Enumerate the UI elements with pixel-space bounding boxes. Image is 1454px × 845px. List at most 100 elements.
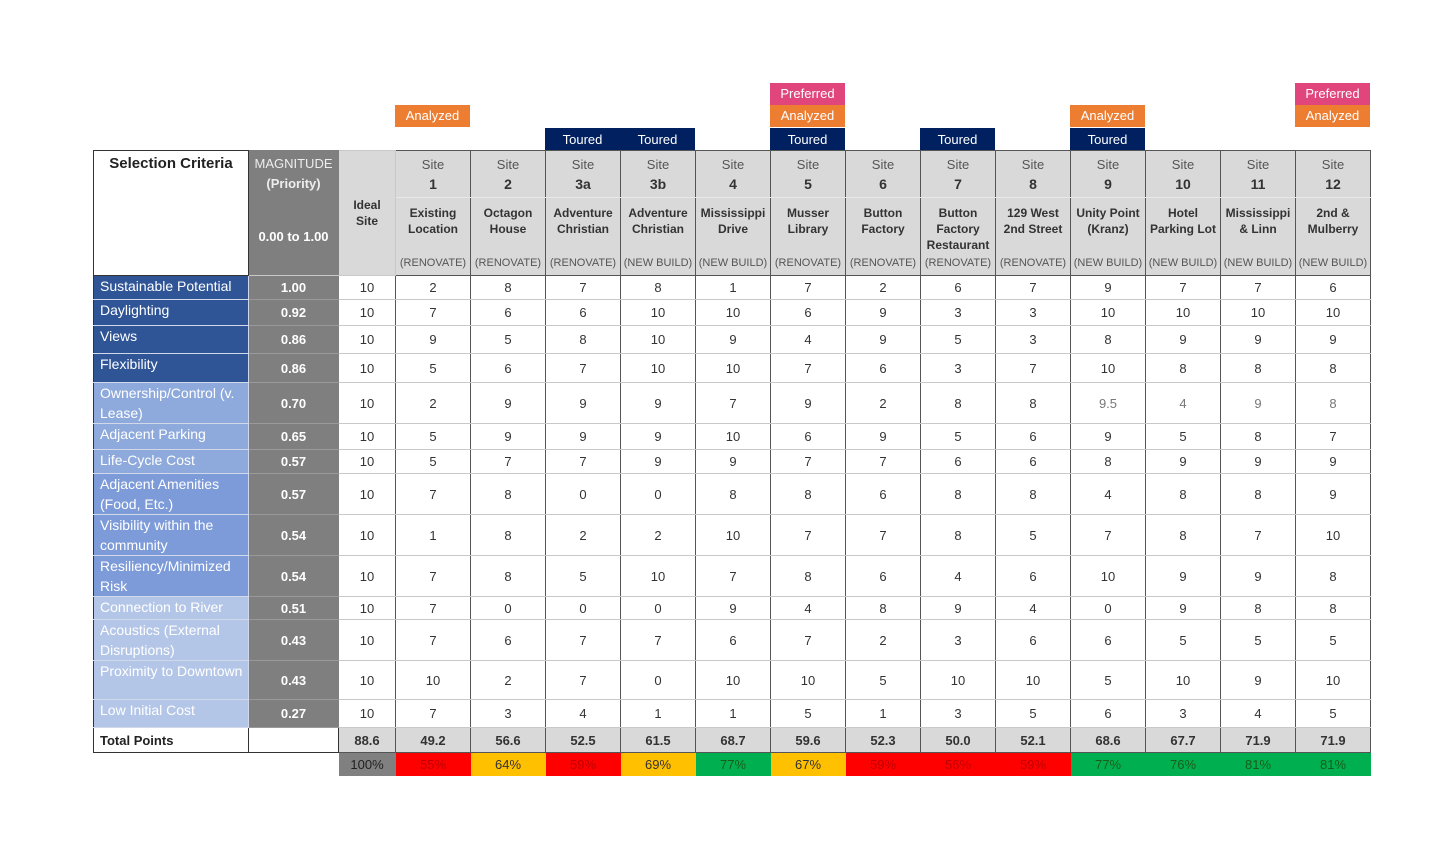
- site-percentage-red: 55%: [395, 752, 471, 776]
- site-score: 7: [695, 555, 771, 597]
- criteria-row: Views 0.86 10 9 5 8 10 9 4 9 5 3 8 9 9 9: [93, 325, 1371, 354]
- ideal-score: 10: [338, 299, 396, 326]
- site-score: 6: [845, 473, 921, 515]
- site-build-type: (NEW BUILD): [623, 257, 693, 269]
- site-score: 6: [845, 353, 921, 383]
- site-number: 7: [954, 176, 962, 192]
- site-score: 9: [1220, 660, 1296, 700]
- site-score: 8: [1070, 449, 1146, 474]
- site-score: 6: [845, 555, 921, 597]
- site-score: 7: [845, 514, 921, 556]
- site-score: 2: [545, 514, 621, 556]
- site-build-type: (NEW BUILD): [1223, 257, 1293, 269]
- site-score: 8: [1145, 473, 1221, 515]
- site-name-cell-2: Octagon House (RENOVATE): [470, 197, 546, 276]
- site-name-line: Mississippi: [1225, 206, 1291, 220]
- site-score: 9: [1145, 449, 1221, 474]
- site-name-line: Factory: [936, 222, 980, 236]
- site-name-line: (Kranz): [1087, 222, 1129, 236]
- site-score: 2: [845, 382, 921, 424]
- site-total: 59.6: [770, 727, 846, 753]
- magnitude-label: MAGNITUDE: [254, 156, 333, 171]
- site-name-cell-1: Existing Location (RENOVATE): [395, 197, 471, 276]
- site-score: 0: [1070, 596, 1146, 620]
- ideal-score: 10: [338, 596, 396, 620]
- site-name-line: Button: [938, 206, 978, 220]
- site-score: 3: [995, 325, 1071, 354]
- ideal-score: 10: [338, 555, 396, 597]
- site-total: 49.2: [395, 727, 471, 753]
- ideal-site-heading: Ideal Site: [338, 150, 396, 276]
- site-score: 1: [395, 514, 471, 556]
- site-score: 4: [920, 555, 996, 597]
- site-build-type: (RENOVATE): [924, 257, 992, 269]
- site-score: 7: [995, 353, 1071, 383]
- total-points-row: Total Points 88.6 49.2 56.6 52.5 61.5 68.7 59.6…: [93, 727, 1371, 753]
- site-name-line: Library: [787, 222, 829, 236]
- site-score: 8: [920, 473, 996, 515]
- site-score: 2: [470, 660, 546, 700]
- site-name: Octagon House: [471, 205, 545, 255]
- toured-tag: Toured: [545, 128, 620, 151]
- site-score: 8: [845, 596, 921, 620]
- site-score: 7: [1145, 275, 1221, 300]
- site-name: Existing Location: [396, 205, 470, 255]
- site-score: 8: [470, 555, 546, 597]
- site-word: Site: [946, 157, 970, 172]
- site-score: 5: [995, 514, 1071, 556]
- site-score: 8: [770, 473, 846, 515]
- site-score: 4: [770, 325, 846, 354]
- site-score: 8: [1220, 473, 1296, 515]
- site-total: 52.3: [845, 727, 921, 753]
- ideal-score: 10: [338, 473, 396, 515]
- site-score: 9: [470, 423, 546, 450]
- site-score: 4: [1070, 473, 1146, 515]
- site-score: 3: [1145, 699, 1221, 728]
- site-name-line: Button: [863, 206, 903, 220]
- site-score: 8: [920, 514, 996, 556]
- site-score: 6: [695, 619, 771, 661]
- site-score: 6: [770, 299, 846, 326]
- site-header-8: Site 8: [995, 150, 1071, 198]
- site-selection-matrix: Selection Criteria MAGNITUDE (Priority) Ide…: [93, 150, 1371, 776]
- site-score: 8: [770, 555, 846, 597]
- site-name-cell-9: Unity Point (Kranz) (NEW BUILD): [1070, 197, 1146, 276]
- site-header-3b: Site 3b: [620, 150, 696, 198]
- header-row-2: 0.00 to 1.00 Existing Location (RENOVATE) Oc…: [94, 197, 1371, 276]
- criterion-magnitude: 0.70: [248, 382, 339, 424]
- site-word: Site: [1246, 157, 1270, 172]
- site-score: 6: [995, 619, 1071, 661]
- criteria-row: Adjacent Parking 0.65 10 5 9 9 9 10 6 9 5 6 9 5 8 7: [93, 423, 1371, 450]
- site-score: 9: [695, 449, 771, 474]
- site-score: 6: [470, 299, 546, 326]
- site-percentage-red: 59%: [845, 752, 921, 776]
- criterion-label: Resiliency/Minimized Risk: [93, 555, 249, 597]
- site-score: 6: [1070, 699, 1146, 728]
- site-score: 10: [620, 353, 696, 383]
- site-score: 7: [770, 275, 846, 300]
- ideal-percentage: 100%: [338, 752, 396, 776]
- criterion-label: Life-Cycle Cost: [93, 449, 249, 474]
- site-number: 11: [1250, 176, 1266, 192]
- criterion-magnitude: 0.65: [248, 423, 339, 450]
- site-number: 5: [804, 176, 812, 192]
- site-name: Musser Library: [771, 205, 845, 255]
- site-score: 9: [845, 423, 921, 450]
- site-score: 2: [845, 619, 921, 661]
- site-score: 7: [770, 449, 846, 474]
- site-name-line: 129 West: [1007, 206, 1059, 220]
- site-name-line: Octagon: [483, 206, 533, 220]
- site-score: 9: [845, 325, 921, 354]
- site-score: 9: [545, 423, 621, 450]
- site-percentage-green: 77%: [1070, 752, 1146, 776]
- criteria-row: Daylighting 0.92 10 7 6 6 10 10 6 9 3 3 10 10 10 10: [93, 299, 1371, 326]
- site-score: 8: [470, 514, 546, 556]
- criteria-row: Visibility within the community 0.54 10 1 8 2…: [93, 514, 1371, 556]
- site-name: Mississippi Drive: [696, 205, 770, 255]
- criterion-magnitude: 0.57: [248, 449, 339, 474]
- site-score: 8: [920, 382, 996, 424]
- site-score: 9: [620, 423, 696, 450]
- site-word: Site: [571, 157, 595, 172]
- site-score: 9: [1145, 325, 1221, 354]
- criterion-magnitude: 0.51: [248, 596, 339, 620]
